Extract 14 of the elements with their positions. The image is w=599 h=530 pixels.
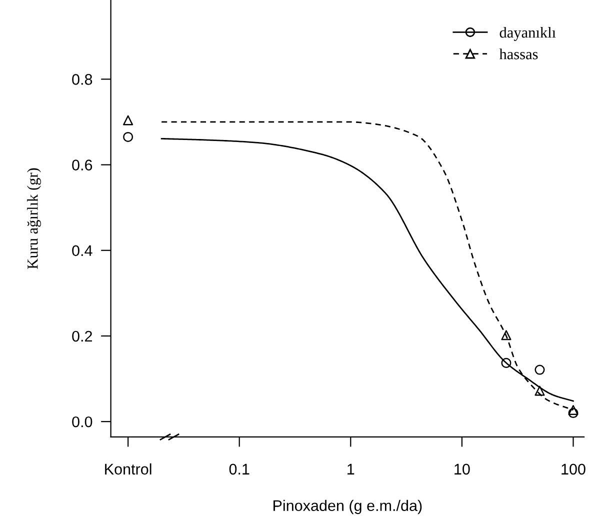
x-tick-label: 100 [562,464,586,475]
x-tick-label: 1 [348,464,354,474]
y-tick-label: 0.2 [72,330,92,342]
y-axis-title: Kuru ağırlık (gr) [27,168,41,269]
x-tick-label: 10 [454,464,470,475]
y-tick-label: 0.4 [72,245,92,256]
y-tick-label: 0.0 [72,416,92,428]
y-tick-label: 0.6 [72,160,92,170]
legend-label: hassas [499,48,538,60]
x-axis-title: Pinoxaden (g e.m./da) [274,500,422,514]
y-tick-label: 0.8 [72,74,92,85]
legend-label: dayanıklı [500,26,556,41]
x-tick-label: 0.1 [229,464,250,475]
x-tick-label: Kontrol [105,463,152,475]
